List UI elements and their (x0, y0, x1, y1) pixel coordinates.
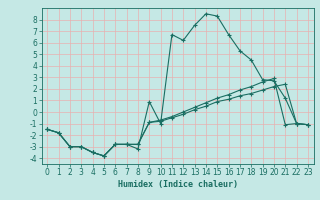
X-axis label: Humidex (Indice chaleur): Humidex (Indice chaleur) (118, 180, 237, 189)
